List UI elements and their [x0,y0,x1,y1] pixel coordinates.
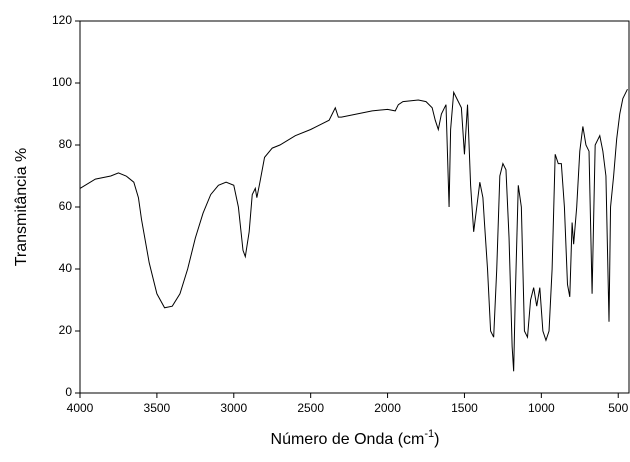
x-tick-label: 500 [608,401,628,415]
y-tick-label: 60 [59,199,73,213]
x-axis-label: Número de Onda (cm-1) [271,428,440,448]
x-axis-label-sup: -1 [424,428,434,440]
x-tick-label: 1500 [451,401,478,415]
x-tick-label: 3500 [144,401,171,415]
x-tick-label: 2000 [374,401,401,415]
y-tick-label: 20 [59,323,73,337]
x-axis-label-text: Número de Onda (cm [271,431,425,448]
x-tick-label: 4000 [67,401,94,415]
x-axis-label-tail: ) [434,431,439,448]
y-axis-label: Transmitância % [13,148,30,267]
y-tick-label: 120 [52,13,72,27]
y-tick-label: 0 [65,385,72,399]
x-tick-label: 2500 [297,401,324,415]
x-tick-label: 1000 [528,401,555,415]
y-tick-label: 100 [52,75,72,89]
y-tick-label: 40 [59,261,73,275]
spectrum-line [79,88,628,372]
y-tick-label: 80 [59,137,73,151]
x-tick-label: 3000 [220,401,247,415]
